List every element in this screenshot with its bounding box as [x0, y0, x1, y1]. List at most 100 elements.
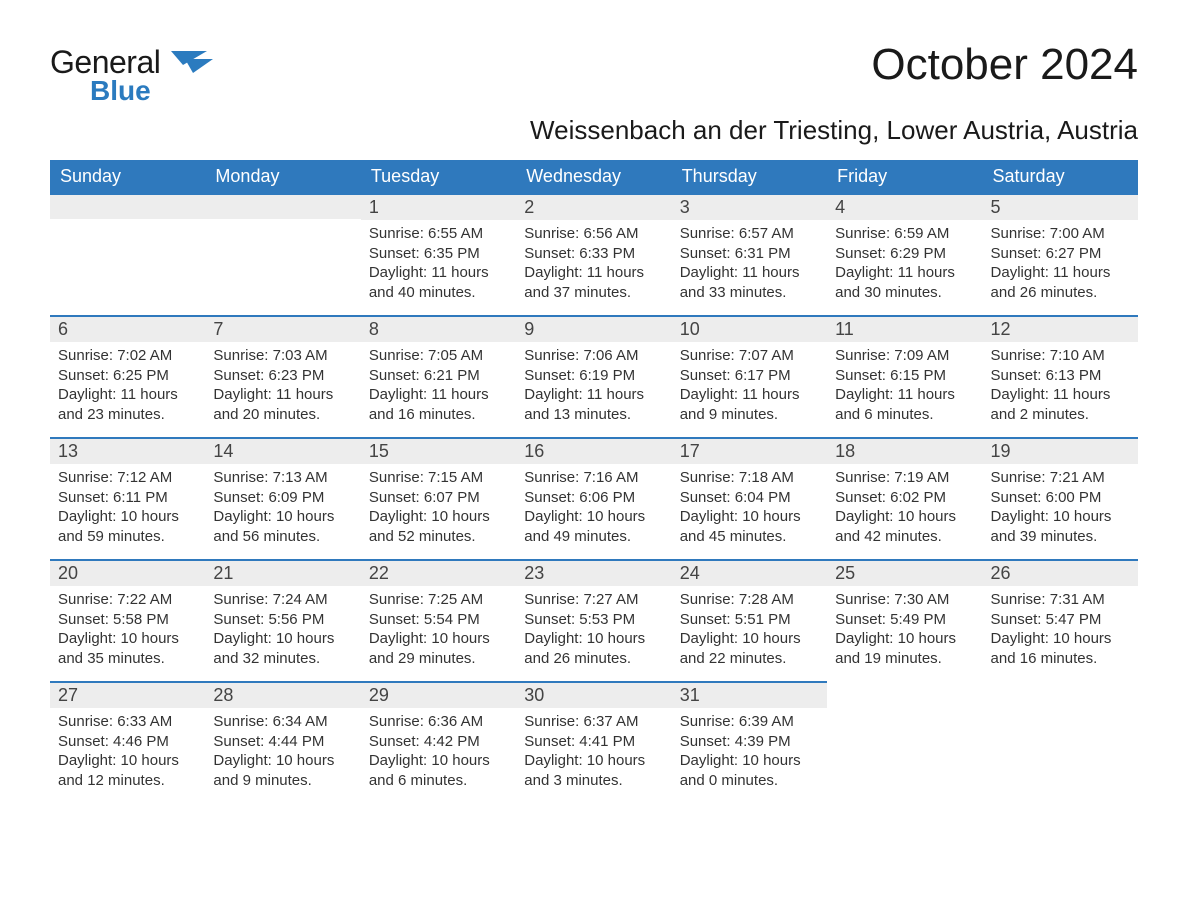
day-sunrise: Sunrise: 6:33 AM — [58, 712, 197, 732]
day-sunrise: Sunrise: 7:30 AM — [835, 590, 974, 610]
day-daylight1: Daylight: 10 hours — [680, 629, 819, 649]
day-sunrise: Sunrise: 6:55 AM — [369, 224, 508, 244]
day-daylight2: and 23 minutes. — [58, 405, 197, 425]
calendar-day-cell: 10Sunrise: 7:07 AMSunset: 6:17 PMDayligh… — [672, 315, 827, 437]
day-details: Sunrise: 7:30 AMSunset: 5:49 PMDaylight:… — [827, 586, 982, 678]
day-daylight1: Daylight: 10 hours — [213, 629, 352, 649]
day-sunset: Sunset: 6:31 PM — [680, 244, 819, 264]
day-sunrise: Sunrise: 7:28 AM — [680, 590, 819, 610]
day-details: Sunrise: 7:05 AMSunset: 6:21 PMDaylight:… — [361, 342, 516, 434]
day-details: Sunrise: 7:24 AMSunset: 5:56 PMDaylight:… — [205, 586, 360, 678]
calendar-day-cell: 31Sunrise: 6:39 AMSunset: 4:39 PMDayligh… — [672, 681, 827, 803]
day-sunrise: Sunrise: 6:56 AM — [524, 224, 663, 244]
calendar-week-row: 1Sunrise: 6:55 AMSunset: 6:35 PMDaylight… — [50, 193, 1138, 315]
day-sunset: Sunset: 6:11 PM — [58, 488, 197, 508]
day-number: 11 — [827, 315, 982, 342]
day-number: 20 — [50, 559, 205, 586]
day-details: Sunrise: 7:02 AMSunset: 6:25 PMDaylight:… — [50, 342, 205, 434]
calendar-day-cell: 15Sunrise: 7:15 AMSunset: 6:07 PMDayligh… — [361, 437, 516, 559]
day-daylight2: and 35 minutes. — [58, 649, 197, 669]
day-number: 13 — [50, 437, 205, 464]
calendar-day-cell: 25Sunrise: 7:30 AMSunset: 5:49 PMDayligh… — [827, 559, 982, 681]
day-sunset: Sunset: 5:51 PM — [680, 610, 819, 630]
day-daylight1: Daylight: 10 hours — [58, 751, 197, 771]
day-sunset: Sunset: 6:27 PM — [991, 244, 1130, 264]
day-daylight2: and 16 minutes. — [369, 405, 508, 425]
calendar-day-cell: 1Sunrise: 6:55 AMSunset: 6:35 PMDaylight… — [361, 193, 516, 315]
day-number: 22 — [361, 559, 516, 586]
day-sunrise: Sunrise: 7:19 AM — [835, 468, 974, 488]
day-sunrise: Sunrise: 7:24 AM — [213, 590, 352, 610]
day-number: 4 — [827, 193, 982, 220]
calendar-body: 1Sunrise: 6:55 AMSunset: 6:35 PMDaylight… — [50, 193, 1138, 803]
day-sunset: Sunset: 6:15 PM — [835, 366, 974, 386]
day-daylight1: Daylight: 10 hours — [213, 751, 352, 771]
day-details: Sunrise: 6:56 AMSunset: 6:33 PMDaylight:… — [516, 220, 671, 312]
calendar-day-cell: 16Sunrise: 7:16 AMSunset: 6:06 PMDayligh… — [516, 437, 671, 559]
day-sunset: Sunset: 6:02 PM — [835, 488, 974, 508]
calendar-day-cell: 8Sunrise: 7:05 AMSunset: 6:21 PMDaylight… — [361, 315, 516, 437]
calendar-day-cell: 9Sunrise: 7:06 AMSunset: 6:19 PMDaylight… — [516, 315, 671, 437]
day-daylight2: and 56 minutes. — [213, 527, 352, 547]
day-sunset: Sunset: 6:04 PM — [680, 488, 819, 508]
calendar-day-cell: 19Sunrise: 7:21 AMSunset: 6:00 PMDayligh… — [983, 437, 1138, 559]
day-sunset: Sunset: 5:58 PM — [58, 610, 197, 630]
day-daylight1: Daylight: 10 hours — [991, 629, 1130, 649]
weekday-header: Sunday — [50, 160, 205, 193]
day-sunset: Sunset: 6:35 PM — [369, 244, 508, 264]
day-sunrise: Sunrise: 6:39 AM — [680, 712, 819, 732]
day-sunset: Sunset: 6:19 PM — [524, 366, 663, 386]
day-details: Sunrise: 7:07 AMSunset: 6:17 PMDaylight:… — [672, 342, 827, 434]
day-details: Sunrise: 6:39 AMSunset: 4:39 PMDaylight:… — [672, 708, 827, 800]
day-number: 8 — [361, 315, 516, 342]
day-daylight2: and 2 minutes. — [991, 405, 1130, 425]
day-sunrise: Sunrise: 7:21 AM — [991, 468, 1130, 488]
day-sunrise: Sunrise: 6:59 AM — [835, 224, 974, 244]
day-sunset: Sunset: 6:21 PM — [369, 366, 508, 386]
day-sunrise: Sunrise: 7:25 AM — [369, 590, 508, 610]
day-sunset: Sunset: 6:23 PM — [213, 366, 352, 386]
day-details: Sunrise: 7:00 AMSunset: 6:27 PMDaylight:… — [983, 220, 1138, 312]
day-daylight1: Daylight: 10 hours — [369, 629, 508, 649]
calendar-day-cell: 4Sunrise: 6:59 AMSunset: 6:29 PMDaylight… — [827, 193, 982, 315]
day-details: Sunrise: 7:06 AMSunset: 6:19 PMDaylight:… — [516, 342, 671, 434]
day-daylight2: and 26 minutes. — [991, 283, 1130, 303]
day-sunrise: Sunrise: 6:57 AM — [680, 224, 819, 244]
day-sunset: Sunset: 6:00 PM — [991, 488, 1130, 508]
day-details: Sunrise: 6:34 AMSunset: 4:44 PMDaylight:… — [205, 708, 360, 800]
calendar-day-cell: 28Sunrise: 6:34 AMSunset: 4:44 PMDayligh… — [205, 681, 360, 803]
day-number: 9 — [516, 315, 671, 342]
calendar-day-cell: 13Sunrise: 7:12 AMSunset: 6:11 PMDayligh… — [50, 437, 205, 559]
day-daylight1: Daylight: 10 hours — [369, 751, 508, 771]
day-daylight1: Daylight: 10 hours — [680, 751, 819, 771]
day-daylight1: Daylight: 10 hours — [991, 507, 1130, 527]
day-number: 14 — [205, 437, 360, 464]
day-sunrise: Sunrise: 7:18 AM — [680, 468, 819, 488]
day-number: 2 — [516, 193, 671, 220]
weekday-header: Tuesday — [361, 160, 516, 193]
day-sunrise: Sunrise: 7:00 AM — [991, 224, 1130, 244]
day-daylight1: Daylight: 11 hours — [680, 385, 819, 405]
day-details: Sunrise: 7:15 AMSunset: 6:07 PMDaylight:… — [361, 464, 516, 556]
day-details: Sunrise: 7:21 AMSunset: 6:00 PMDaylight:… — [983, 464, 1138, 556]
calendar-day-cell: 14Sunrise: 7:13 AMSunset: 6:09 PMDayligh… — [205, 437, 360, 559]
day-number: 5 — [983, 193, 1138, 220]
day-daylight2: and 49 minutes. — [524, 527, 663, 547]
day-details: Sunrise: 6:59 AMSunset: 6:29 PMDaylight:… — [827, 220, 982, 312]
calendar-day-cell: 20Sunrise: 7:22 AMSunset: 5:58 PMDayligh… — [50, 559, 205, 681]
day-details: Sunrise: 7:18 AMSunset: 6:04 PMDaylight:… — [672, 464, 827, 556]
day-daylight2: and 45 minutes. — [680, 527, 819, 547]
day-sunrise: Sunrise: 7:12 AM — [58, 468, 197, 488]
day-daylight2: and 30 minutes. — [835, 283, 974, 303]
day-number: 16 — [516, 437, 671, 464]
calendar-day-cell: 12Sunrise: 7:10 AMSunset: 6:13 PMDayligh… — [983, 315, 1138, 437]
day-daylight1: Daylight: 10 hours — [524, 507, 663, 527]
day-details: Sunrise: 7:03 AMSunset: 6:23 PMDaylight:… — [205, 342, 360, 434]
day-number: 7 — [205, 315, 360, 342]
day-daylight2: and 32 minutes. — [213, 649, 352, 669]
weekday-header-row: SundayMondayTuesdayWednesdayThursdayFrid… — [50, 160, 1138, 193]
calendar-day-cell — [827, 681, 982, 803]
calendar-day-cell: 18Sunrise: 7:19 AMSunset: 6:02 PMDayligh… — [827, 437, 982, 559]
month-title: October 2024 — [871, 40, 1138, 90]
day-daylight2: and 40 minutes. — [369, 283, 508, 303]
